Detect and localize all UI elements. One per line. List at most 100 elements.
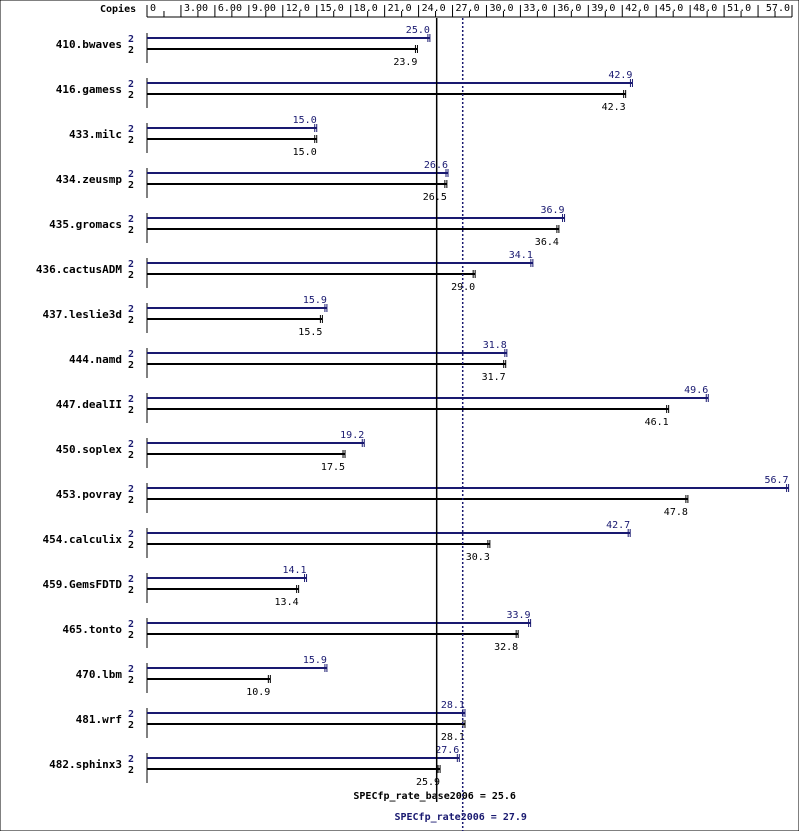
value-label-peak: 42.9: [608, 70, 632, 81]
benchmark-label: 435.gromacs: [49, 218, 122, 231]
x-tick-label: 57.0: [766, 3, 790, 14]
value-label-base: 28.1: [441, 732, 465, 743]
value-label-base: 10.9: [246, 687, 270, 698]
copies-count-base: 2: [128, 675, 134, 686]
value-label-base: 46.1: [645, 417, 669, 428]
copies-count-peak: 2: [128, 754, 134, 765]
benchmark-label: 459.GemsFDTD: [43, 578, 123, 591]
benchmark-row: 416.gamess 2 42.9 2 42.3: [56, 70, 633, 113]
benchmark-label: 434.zeusmp: [56, 173, 123, 186]
copies-count-peak: 2: [128, 664, 134, 675]
copies-count-base: 2: [128, 225, 134, 236]
copies-count-peak: 2: [128, 259, 134, 270]
benchmark-row: 459.GemsFDTD 2 14.1 2 13.4: [43, 565, 308, 608]
value-label-peak: 36.9: [540, 205, 564, 216]
benchmark-label: 450.soplex: [56, 443, 123, 456]
value-label-base: 32.8: [494, 642, 518, 653]
benchmark-label: 433.milc: [69, 128, 122, 141]
benchmark-row: 437.leslie3d 2 15.9 2 15.5: [43, 295, 328, 338]
benchmark-row: 454.calculix 2 42.7 2 30.3: [43, 520, 631, 563]
value-label-base: 36.4: [535, 237, 559, 248]
value-label-base: 31.7: [482, 372, 506, 383]
copies-count-base: 2: [128, 180, 134, 191]
value-label-peak: 34.1: [509, 250, 533, 261]
benchmark-label: 482.sphinx3: [49, 758, 122, 771]
value-label-peak: 14.1: [282, 565, 306, 576]
value-label-base: 25.9: [416, 777, 440, 788]
x-tick-label: 51.0: [727, 3, 751, 14]
benchmark-row: 433.milc 2 15.0 2 15.0: [69, 115, 318, 158]
copies-count-peak: 2: [128, 349, 134, 360]
x-tick-label: 15.0: [320, 3, 344, 14]
x-tick-label: 9.00: [252, 3, 276, 14]
copies-count-peak: 2: [128, 484, 134, 495]
value-label-peak: 28.1: [441, 700, 465, 711]
value-label-base: 30.3: [466, 552, 490, 563]
x-tick-label: 3.00: [184, 3, 208, 14]
copies-count-base: 2: [128, 495, 134, 506]
x-tick-label: 0: [150, 3, 156, 14]
x-tick-label: 42.0: [625, 3, 649, 14]
value-label-peak: 49.6: [684, 385, 708, 396]
x-tick-label: 24.0: [422, 3, 446, 14]
value-label-peak: 33.9: [507, 610, 531, 621]
x-tick-label: 48.0: [693, 3, 717, 14]
benchmark-label: 444.namd: [69, 353, 122, 366]
copies-count-base: 2: [128, 540, 134, 551]
x-axis: 0 3.00 6.00 9.00 12.0 15.0 18.0 21.0 24.0 27.0 30.…: [146, 3, 793, 18]
copies-count-peak: 2: [128, 214, 134, 225]
value-label-base: 26.5: [423, 192, 447, 203]
benchmark-row: 447.dealII 2 49.6 2 46.1: [56, 385, 709, 428]
copies-count-base: 2: [128, 585, 134, 596]
benchmark-label: 437.leslie3d: [43, 308, 122, 321]
benchmark-row: 482.sphinx3 2 27.6 2 25.9: [49, 745, 460, 788]
benchmark-row: 444.namd 2 31.8 2 31.7: [69, 340, 508, 383]
benchmark-row: 481.wrf 2 28.1 2 28.1: [76, 700, 466, 743]
value-label-peak: 56.7: [765, 475, 789, 486]
benchmark-row: 410.bwaves 2 25.0 2 23.9: [56, 25, 431, 68]
copies-count-base: 2: [128, 360, 134, 371]
copies-count-base: 2: [128, 315, 134, 326]
reference-label-base: SPECfp_rate_base2006 = 25.6: [353, 791, 516, 802]
x-tick-label: 45.0: [659, 3, 683, 14]
x-tick-label: 6.00: [218, 3, 242, 14]
copies-count-peak: 2: [128, 619, 134, 630]
value-label-base: 15.0: [293, 147, 317, 158]
value-label-base: 17.5: [321, 462, 345, 473]
benchmark-label: 447.dealII: [56, 398, 122, 411]
copies-count-base: 2: [128, 630, 134, 641]
value-label-peak: 27.6: [435, 745, 459, 756]
benchmark-label: 470.lbm: [76, 668, 123, 681]
value-label-base: 15.5: [298, 327, 322, 338]
copies-count-peak: 2: [128, 124, 134, 135]
x-tick-label: 33.0: [523, 3, 547, 14]
value-label-peak: 25.0: [406, 25, 430, 36]
copies-count-base: 2: [128, 720, 134, 731]
copies-count-peak: 2: [128, 79, 134, 90]
copies-count-base: 2: [128, 135, 134, 146]
reference-lines: SPECfp_rate_base2006 = 25.6 SPECfp_rate20…: [353, 18, 527, 831]
value-label-base: 42.3: [602, 102, 626, 113]
value-label-peak: 15.0: [293, 115, 317, 126]
benchmark-row: 450.soplex 2 19.2 2 17.5: [56, 430, 365, 473]
copies-header: Copies: [100, 3, 136, 15]
x-tick-label: 21.0: [388, 3, 412, 14]
benchmark-row: 453.povray 2 56.7 2 47.8: [56, 475, 790, 518]
x-tick-label: 36.0: [557, 3, 581, 14]
value-label-peak: 42.7: [606, 520, 630, 531]
benchmark-row: 465.tonto 2 33.9 2 32.8: [62, 610, 532, 653]
bar-groups: 410.bwaves 2 25.0 2 23.9 416.gamess 2 42.9 2 42.3…: [36, 25, 790, 788]
x-tick-label: 12.0: [286, 3, 310, 14]
value-label-base: 23.9: [393, 57, 417, 68]
copies-count-peak: 2: [128, 304, 134, 315]
benchmark-label: 454.calculix: [43, 533, 123, 546]
value-label-base: 13.4: [275, 597, 299, 608]
copies-count-base: 2: [128, 45, 134, 56]
benchmark-label: 436.cactusADM: [36, 263, 122, 276]
x-tick-label: 18.0: [354, 3, 378, 14]
reference-label-peak: SPECfp_rate2006 = 27.9: [394, 812, 526, 823]
copies-count-peak: 2: [128, 709, 134, 720]
benchmark-label: 453.povray: [56, 488, 123, 501]
benchmark-label: 410.bwaves: [56, 38, 122, 51]
